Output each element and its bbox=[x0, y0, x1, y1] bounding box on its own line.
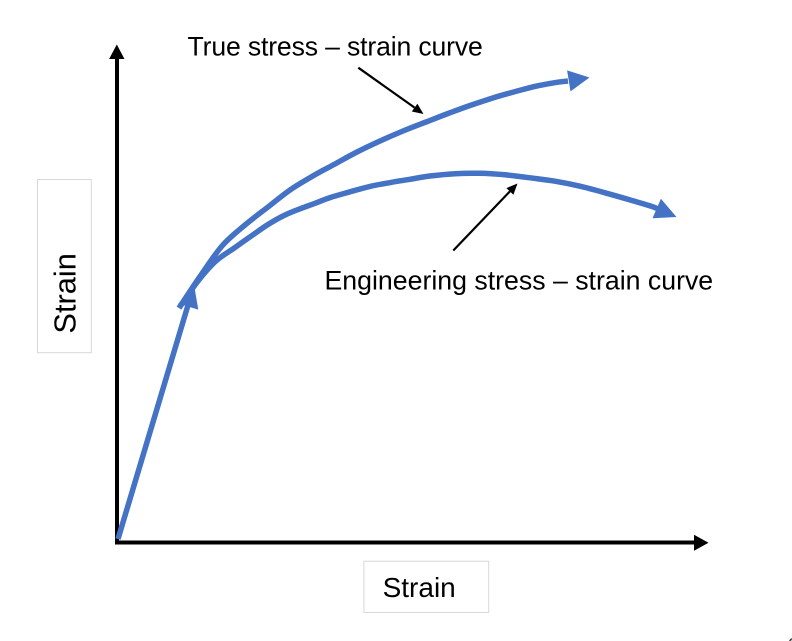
svg-text:Engineering stress – strain cu: Engineering stress – strain curve bbox=[325, 265, 714, 295]
svg-text:Strain: Strain bbox=[383, 572, 456, 603]
svg-text:Strain: Strain bbox=[48, 253, 83, 333]
svg-text:True stress – strain curve: True stress – strain curve bbox=[188, 31, 483, 61]
